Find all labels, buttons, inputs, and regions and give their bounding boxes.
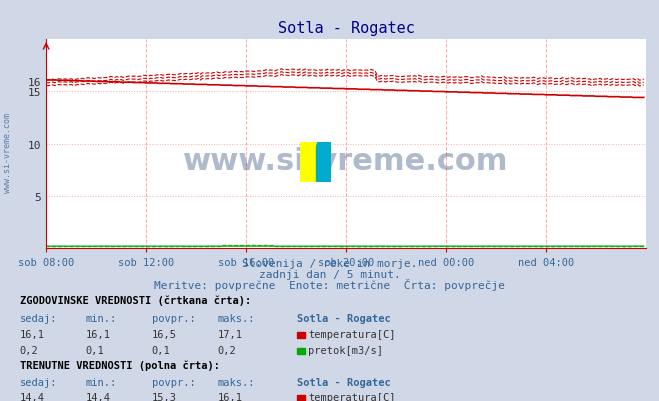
Text: povpr.:: povpr.: bbox=[152, 377, 195, 387]
Text: 14,4: 14,4 bbox=[86, 392, 111, 401]
Text: Slovenija / reke in morje.: Slovenija / reke in morje. bbox=[242, 259, 417, 269]
Text: temperatura[C]: temperatura[C] bbox=[308, 329, 396, 339]
Polygon shape bbox=[300, 142, 316, 182]
Bar bbox=[297, 395, 305, 401]
Text: 0,1: 0,1 bbox=[86, 345, 104, 355]
Text: 16,5: 16,5 bbox=[152, 329, 177, 339]
Text: povpr.:: povpr.: bbox=[152, 313, 195, 323]
Text: 17,1: 17,1 bbox=[217, 329, 243, 339]
Text: Sotla - Rogatec: Sotla - Rogatec bbox=[297, 377, 390, 387]
Text: maks.:: maks.: bbox=[217, 313, 255, 323]
Text: temperatura[C]: temperatura[C] bbox=[308, 392, 396, 401]
Bar bbox=[297, 348, 305, 354]
Text: zadnji dan / 5 minut.: zadnji dan / 5 minut. bbox=[258, 269, 401, 279]
Text: www.si-vreme.com: www.si-vreme.com bbox=[183, 147, 509, 176]
Text: Sotla - Rogatec: Sotla - Rogatec bbox=[297, 313, 390, 323]
Text: 16,1: 16,1 bbox=[217, 392, 243, 401]
Text: 15,3: 15,3 bbox=[152, 392, 177, 401]
Text: 16,1: 16,1 bbox=[86, 329, 111, 339]
Text: min.:: min.: bbox=[86, 313, 117, 323]
Text: sedaj:: sedaj: bbox=[20, 313, 57, 323]
Text: TRENUTNE VREDNOSTI (polna črta):: TRENUTNE VREDNOSTI (polna črta): bbox=[20, 360, 219, 370]
Text: Meritve: povprečne  Enote: metrične  Črta: povprečje: Meritve: povprečne Enote: metrične Črta:… bbox=[154, 278, 505, 290]
Text: 16,1: 16,1 bbox=[20, 329, 45, 339]
Text: ZGODOVINSKE VREDNOSTI (črtkana črta):: ZGODOVINSKE VREDNOSTI (črtkana črta): bbox=[20, 294, 251, 305]
Text: sedaj:: sedaj: bbox=[20, 377, 57, 387]
Text: pretok[m3/s]: pretok[m3/s] bbox=[308, 345, 384, 355]
Text: 0,1: 0,1 bbox=[152, 345, 170, 355]
Polygon shape bbox=[300, 142, 331, 182]
Polygon shape bbox=[316, 142, 331, 182]
Bar bbox=[297, 332, 305, 338]
Text: maks.:: maks.: bbox=[217, 377, 255, 387]
Text: www.si-vreme.com: www.si-vreme.com bbox=[3, 112, 13, 192]
Text: min.:: min.: bbox=[86, 377, 117, 387]
Text: 0,2: 0,2 bbox=[20, 345, 38, 355]
Text: 14,4: 14,4 bbox=[20, 392, 45, 401]
Polygon shape bbox=[316, 142, 331, 182]
Title: Sotla - Rogatec: Sotla - Rogatec bbox=[277, 21, 415, 36]
Text: 0,2: 0,2 bbox=[217, 345, 236, 355]
